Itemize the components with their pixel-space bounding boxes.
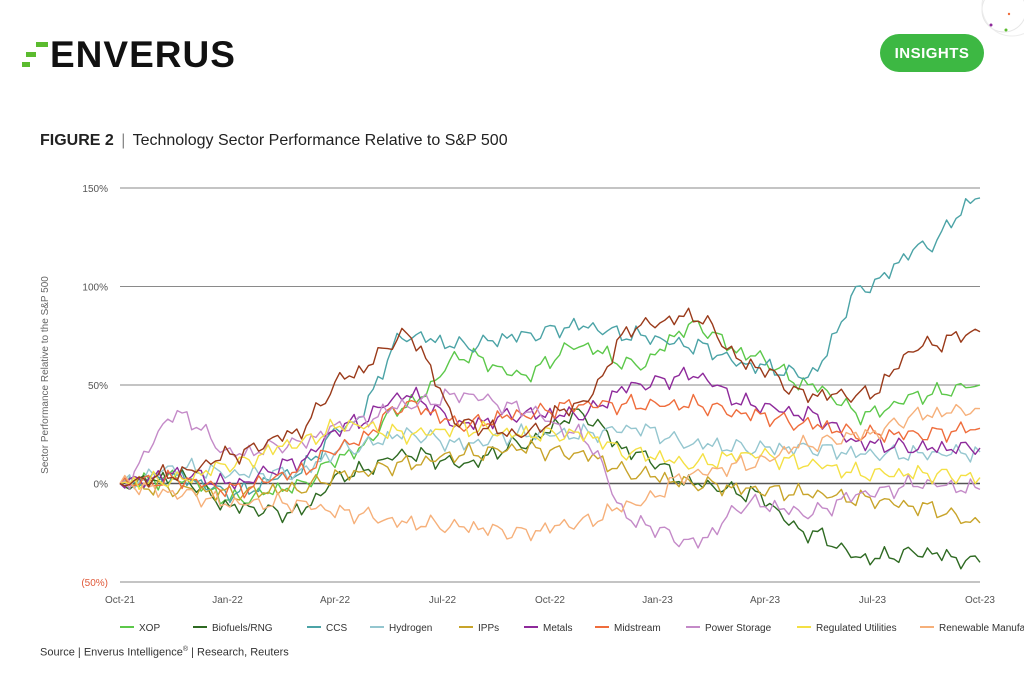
x-tick-label: Oct-23 xyxy=(965,595,995,606)
legend-label: CCS xyxy=(326,623,347,634)
series-line-metals xyxy=(119,366,981,490)
series-line-renewable-manufacturers xyxy=(119,403,981,542)
series-line-xop xyxy=(119,320,981,505)
x-tick-label: Jul-23 xyxy=(859,595,887,606)
figure-title-text: Technology Sector Performance Relative t… xyxy=(132,132,508,149)
y-tick-label: 0% xyxy=(94,480,109,491)
legend-label: Regulated Utilities xyxy=(816,623,897,634)
series-line-power-storage xyxy=(119,388,981,549)
enverus-logo: ENVERUS xyxy=(22,34,236,76)
logo-mark-icon xyxy=(22,40,48,70)
y-tick-label: 50% xyxy=(88,381,108,392)
series-line-midstream xyxy=(119,393,981,499)
decorative-circles-icon xyxy=(981,0,1024,37)
x-tick-label: Oct-21 xyxy=(105,595,135,606)
series-line-hydrogen xyxy=(119,423,981,490)
performance-chart: 150% 100% 50% 0% (50%) Sector Performance Rel… xyxy=(40,184,1024,634)
legend-label: XOP xyxy=(139,623,160,634)
logo-wordmark: ENVERUS xyxy=(50,34,236,75)
legend-label: Biofuels/RNG xyxy=(212,623,273,634)
source-registered-mark: ® xyxy=(182,646,189,653)
series-line-ccs xyxy=(119,197,981,504)
legend-label: Midstream xyxy=(614,623,661,634)
legend-label: Hydrogen xyxy=(389,623,432,634)
source-rest: | Research, Reuters xyxy=(188,646,289,659)
figure-title: FIGURE 2 | Technology Sector Performance… xyxy=(40,132,508,150)
legend-label: Metals xyxy=(543,623,572,634)
x-tick-label: Jan-23 xyxy=(642,595,673,606)
y-tick-label: (50%) xyxy=(81,578,108,589)
y-tick-label: 150% xyxy=(82,184,108,195)
series-line-biofuels-rng xyxy=(119,408,981,570)
legend-label: Power Storage xyxy=(705,623,772,634)
y-axis-label: Sector Performance Relative to the S&P 5… xyxy=(40,276,51,474)
insights-button[interactable]: INSIGHTS xyxy=(880,34,984,72)
x-tick-label: Jan-22 xyxy=(212,595,243,606)
figure-label: FIGURE 2 xyxy=(40,132,114,149)
legend-label: IPPs xyxy=(478,623,499,634)
source-note: Source | Enverus Intelligence® | Researc… xyxy=(40,646,289,659)
x-tick-label: Jul-22 xyxy=(429,595,457,606)
series-line-regulated-utilities xyxy=(119,418,981,491)
y-tick-label: 100% xyxy=(82,283,108,294)
series-line-ipps xyxy=(119,439,981,525)
series-line-ofs xyxy=(119,307,981,488)
legend-label: Renewable Manufacturers xyxy=(939,623,1024,634)
x-tick-label: Apr-22 xyxy=(320,595,350,606)
figure-separator: | xyxy=(121,132,126,149)
source-text: Source | Enverus Intelligence xyxy=(40,646,183,659)
x-tick-label: Oct-22 xyxy=(535,595,565,606)
x-tick-label: Apr-23 xyxy=(750,595,780,606)
